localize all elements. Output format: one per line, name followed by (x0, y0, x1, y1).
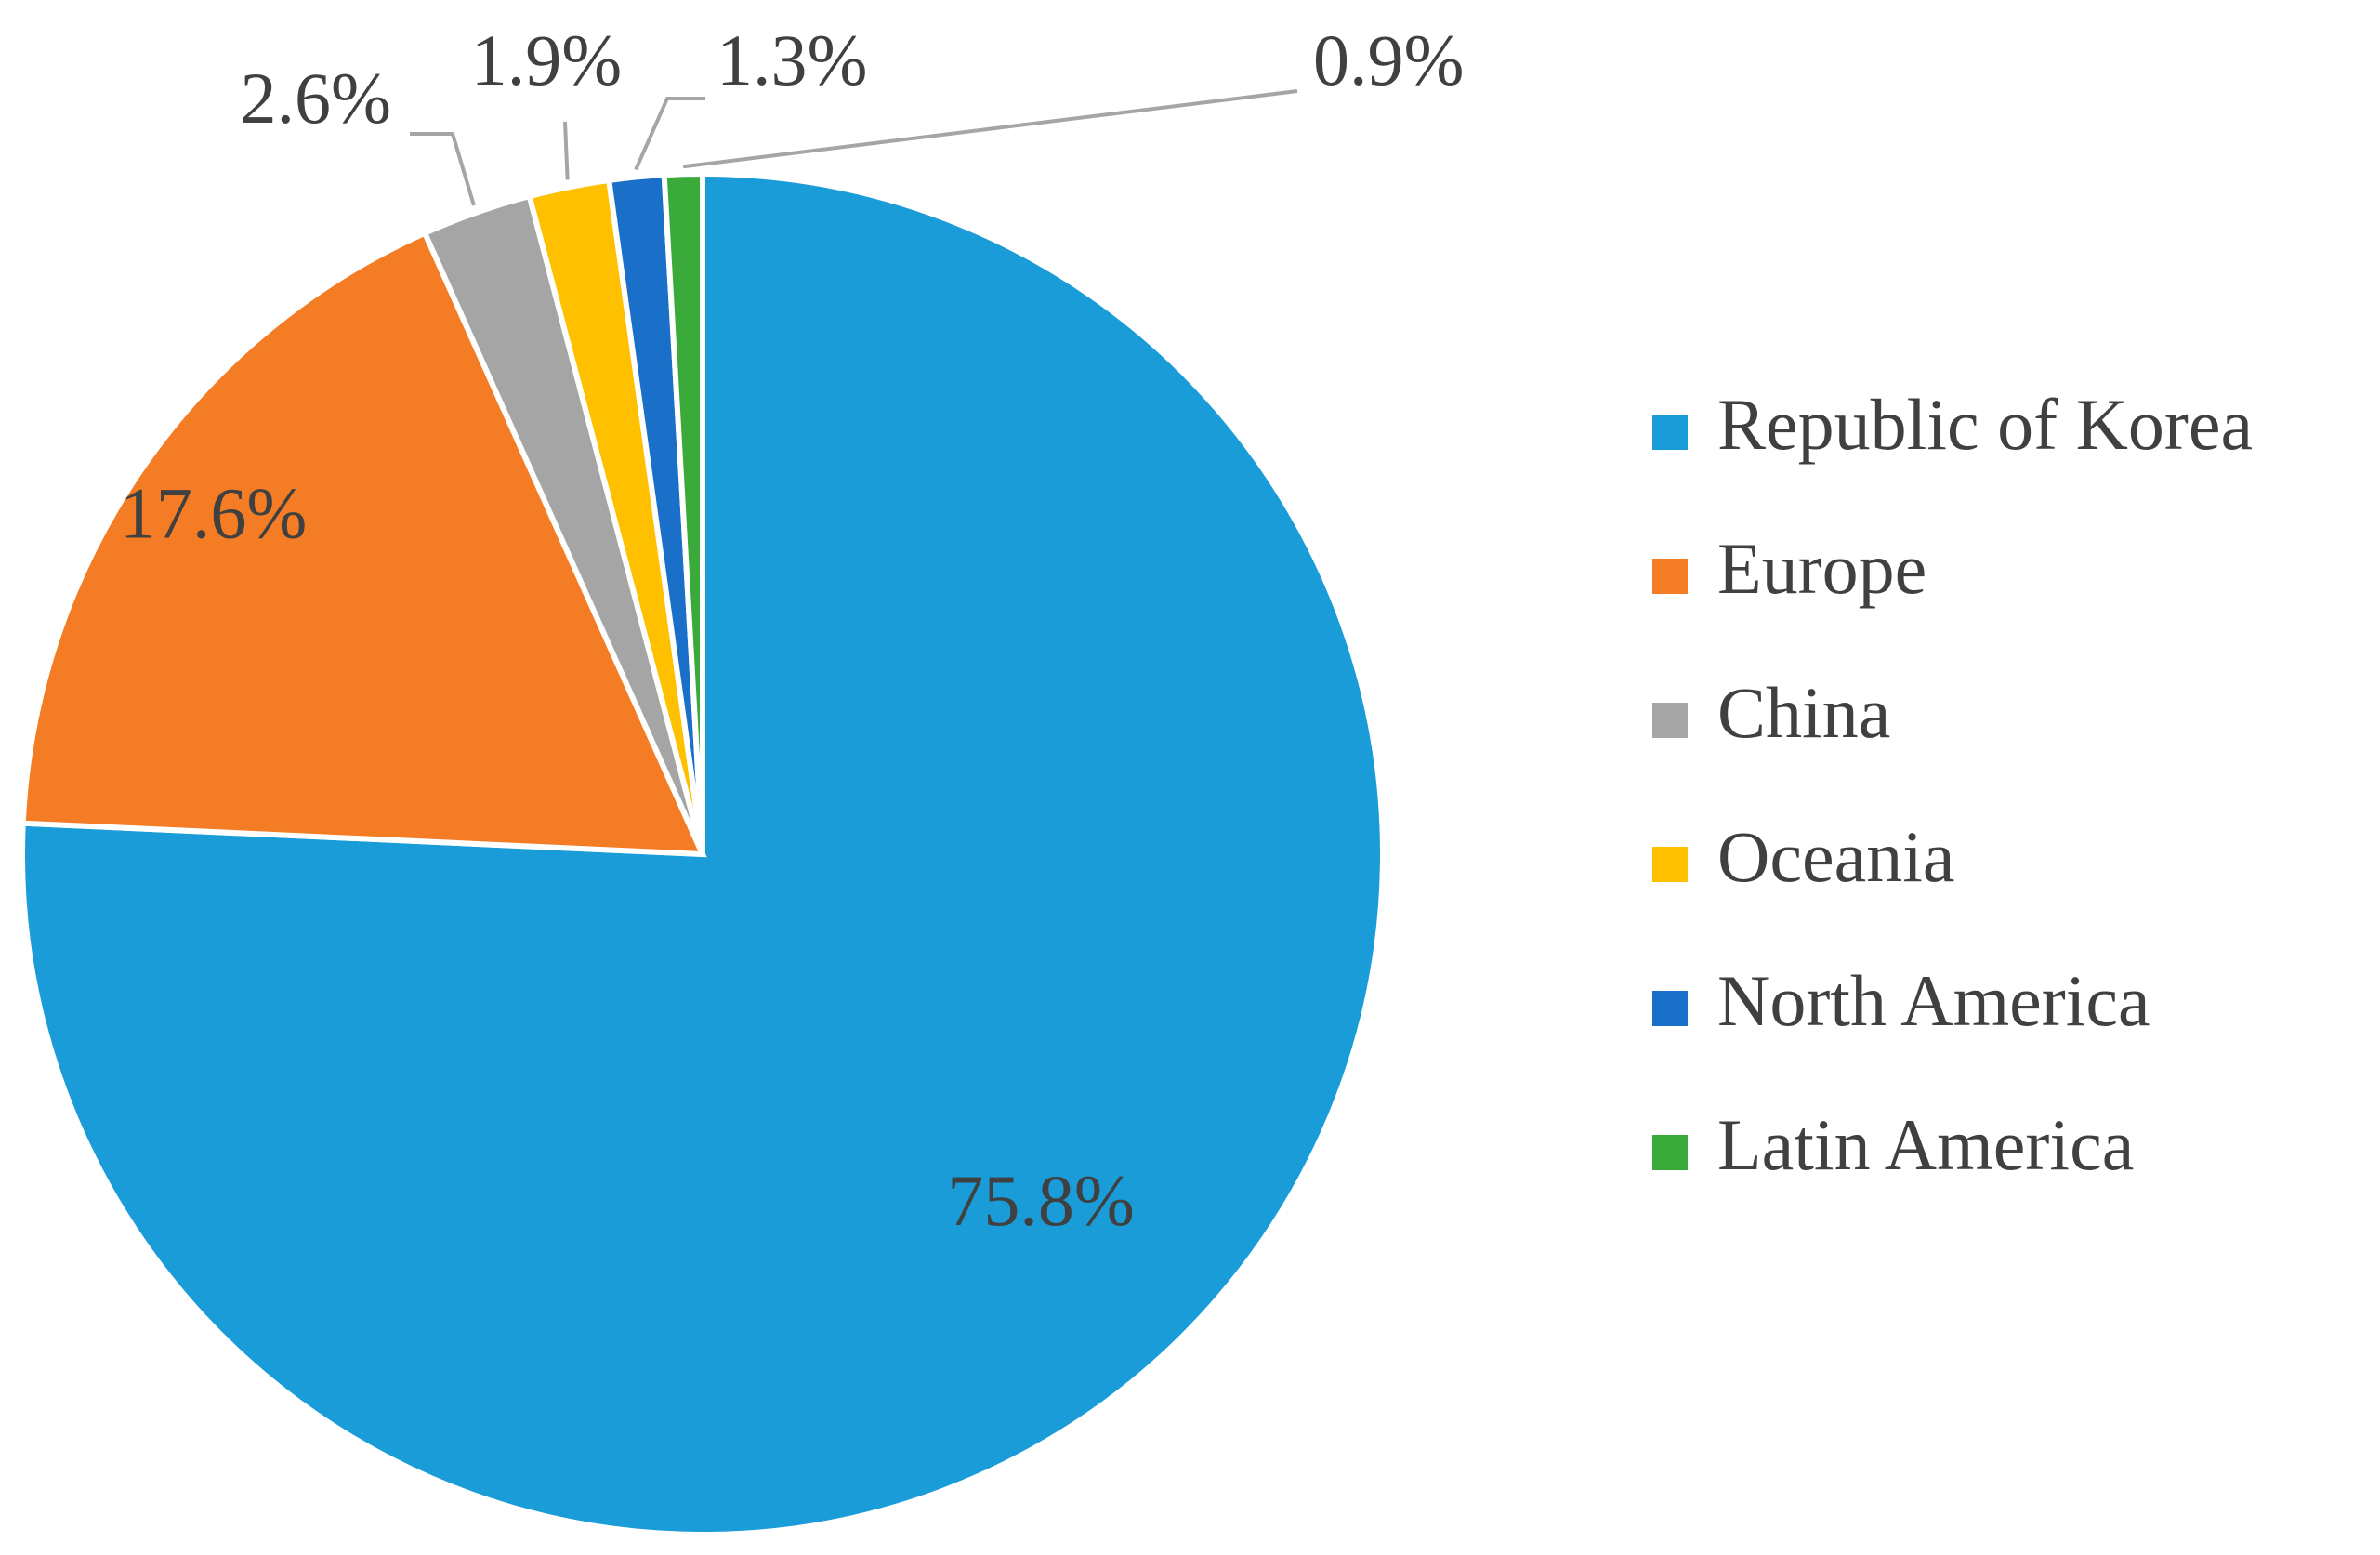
legend-label: China (1717, 672, 1890, 753)
leader-line (563, 121, 570, 180)
leader-line (410, 132, 476, 206)
legend-swatch (1652, 415, 1688, 450)
legend-label: Europe (1717, 528, 1926, 609)
legend-swatch (1652, 559, 1688, 594)
data-label: 2.6% (241, 58, 391, 138)
legend-swatch (1652, 703, 1688, 738)
legend-swatch (1652, 1135, 1688, 1170)
legend-swatch (1652, 847, 1688, 882)
data-label: 1.9% (471, 20, 622, 100)
pie-slice (661, 170, 705, 855)
legend-label: North America (1717, 960, 2150, 1041)
data-label: 1.3% (717, 20, 867, 100)
pie-slice (20, 229, 707, 858)
leader-line (634, 97, 705, 171)
legend-swatch (1652, 991, 1688, 1026)
data-label: 75.8% (947, 1160, 1134, 1241)
data-label: 17.6% (120, 472, 307, 553)
legend-label: Latin America (1717, 1104, 2134, 1185)
data-label: 0.9% (1313, 20, 1464, 100)
legend-label: Republic of Korea (1717, 384, 2253, 465)
leader-line (682, 89, 1298, 169)
legend-label: Oceania (1717, 816, 1954, 897)
